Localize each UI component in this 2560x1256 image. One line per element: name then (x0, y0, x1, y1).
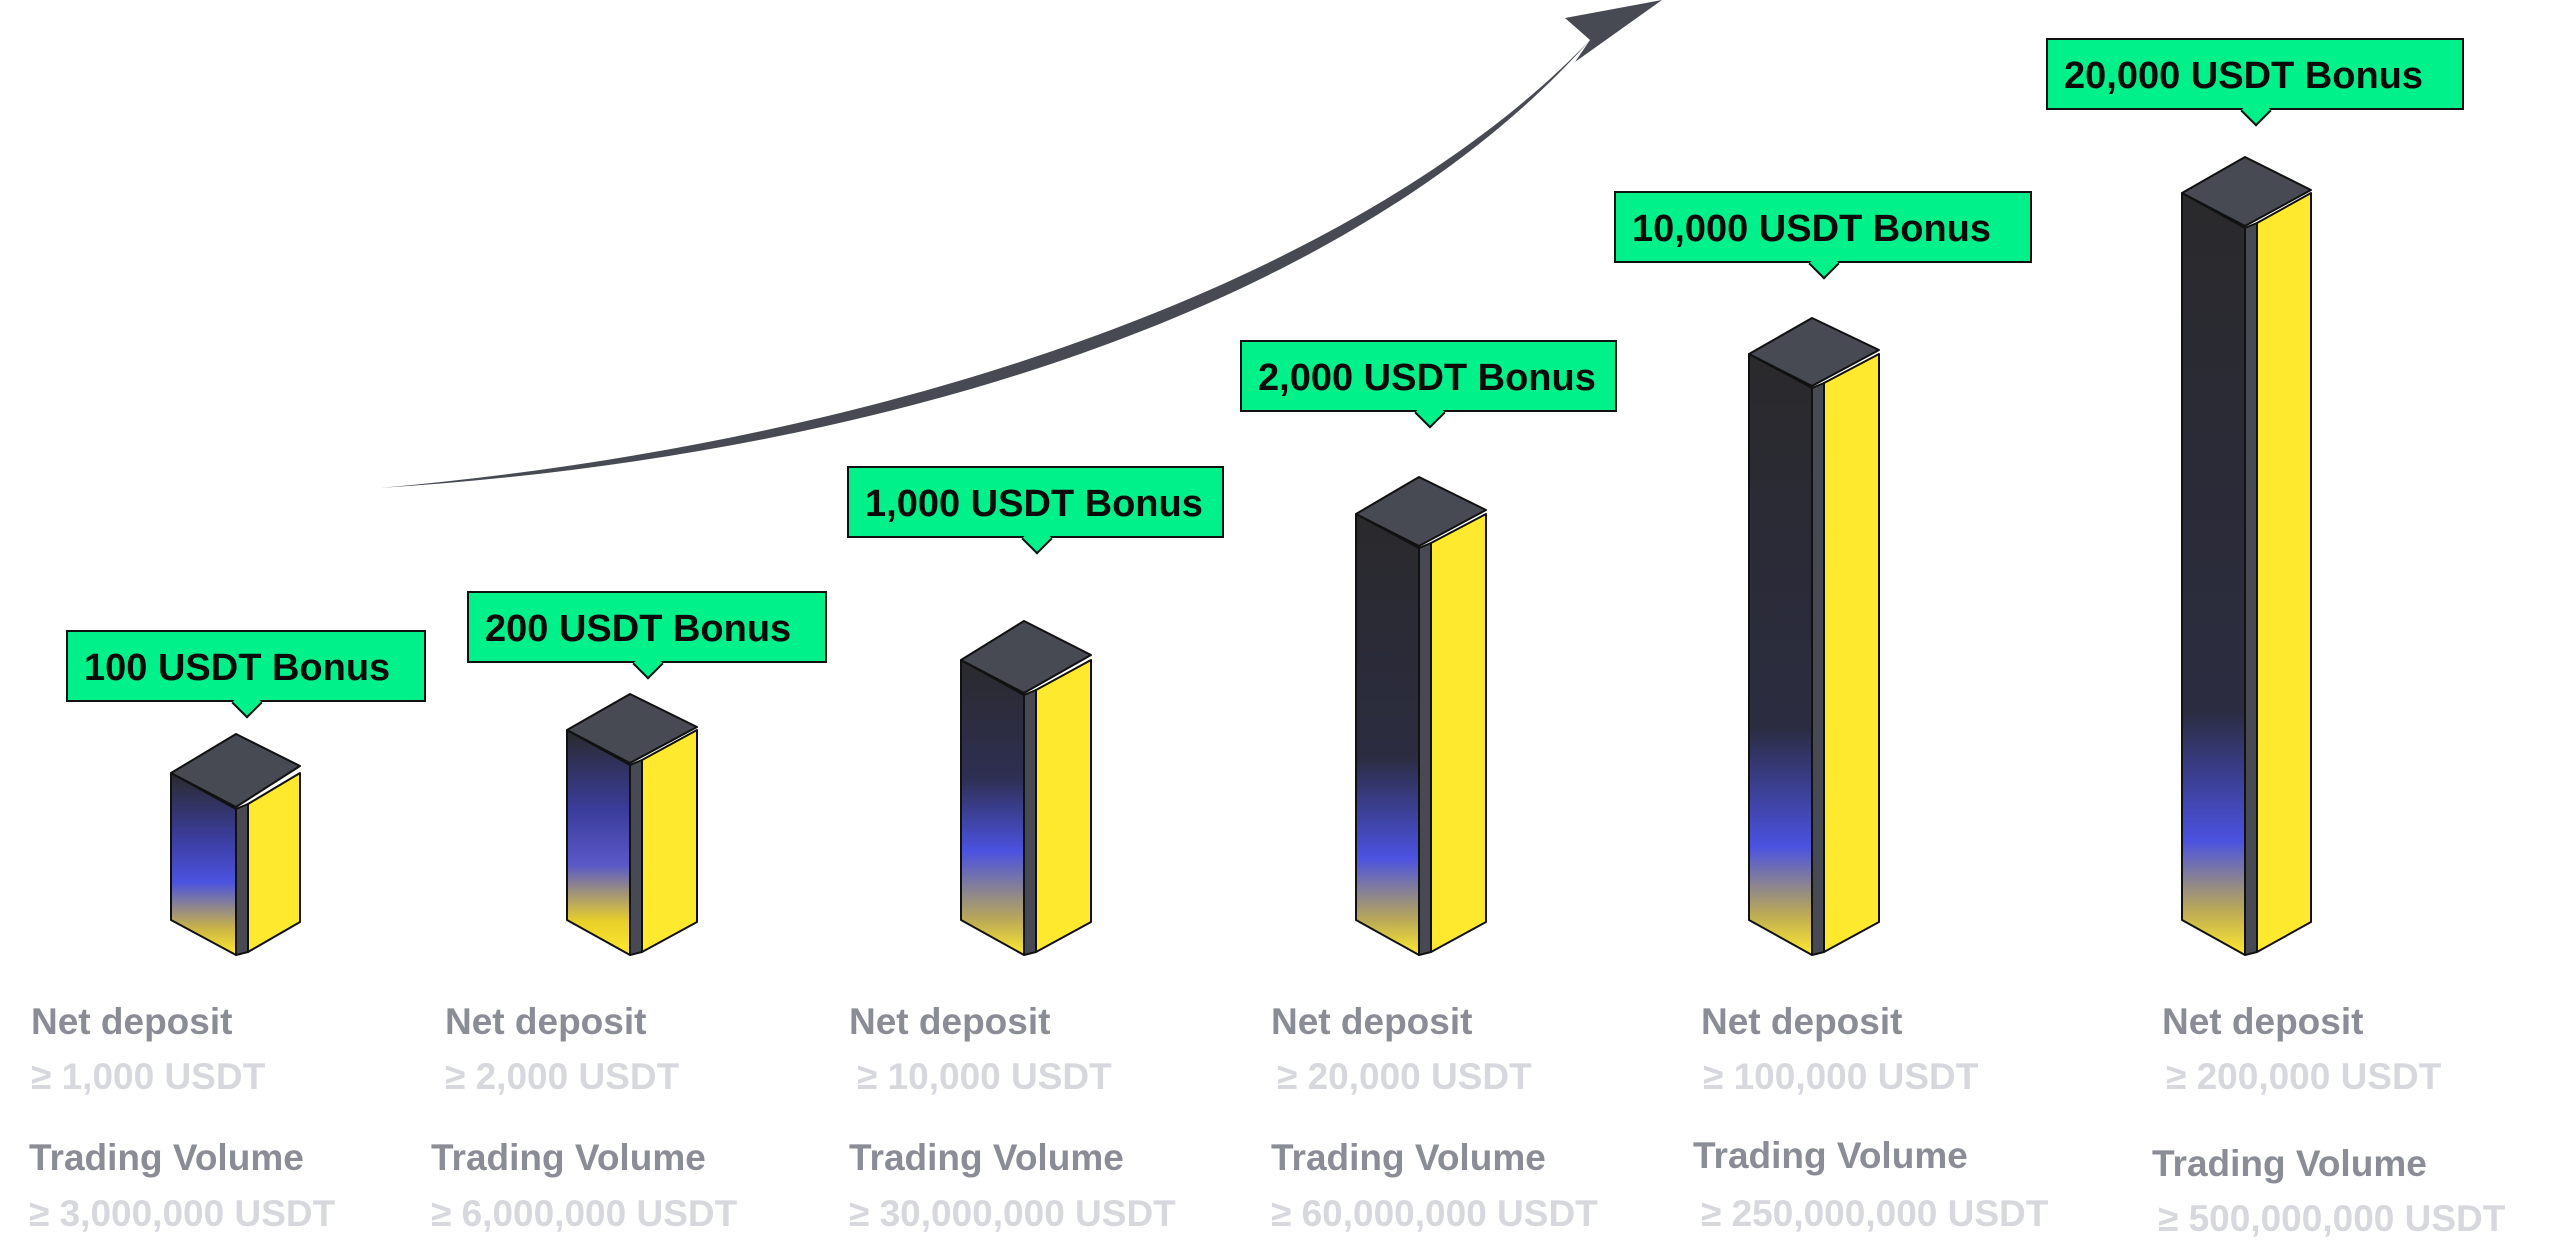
net-deposit-value: ≥ 200,000 USDT (2166, 1056, 2442, 1097)
tier-bar-6 (2181, 156, 2312, 956)
bonus-tag: 200 USDT Bonus (467, 591, 827, 663)
trading-volume-label: Trading Volume (431, 1137, 706, 1178)
tier-bar-2 (566, 693, 698, 956)
net-deposit-label: Net deposit (31, 1001, 233, 1042)
trading-volume-value: ≥ 60,000,000 USDT (1271, 1193, 1598, 1234)
net-deposit-value: ≥ 1,000 USDT (31, 1056, 266, 1097)
net-deposit-label: Net deposit (849, 1001, 1051, 1042)
trading-volume-label: Trading Volume (29, 1137, 304, 1178)
tier-bar-4 (1355, 476, 1487, 956)
trading-volume-label: Trading Volume (849, 1137, 1124, 1178)
tier-bar-3 (960, 620, 1092, 956)
bonus-tag: 100 USDT Bonus (66, 630, 426, 702)
trading-volume-value: ≥ 500,000,000 USDT (2158, 1198, 2506, 1239)
trading-volume-value: ≥ 30,000,000 USDT (849, 1193, 1176, 1234)
bonus-tag: 2,000 USDT Bonus (1240, 340, 1617, 412)
net-deposit-label: Net deposit (445, 1001, 647, 1042)
trading-volume-label: Trading Volume (1271, 1137, 1546, 1178)
net-deposit-label: Net deposit (2162, 1001, 2364, 1042)
net-deposit-value: ≥ 10,000 USDT (857, 1056, 1112, 1097)
net-deposit-value: ≥ 100,000 USDT (1703, 1056, 1979, 1097)
bonus-tag: 20,000 USDT Bonus (2046, 38, 2464, 110)
tier-bar-5 (1748, 317, 1880, 956)
trading-volume-label: Trading Volume (1693, 1135, 1968, 1176)
net-deposit-label: Net deposit (1271, 1001, 1473, 1042)
trading-volume-value: ≥ 3,000,000 USDT (29, 1193, 336, 1234)
trading-volume-value: ≥ 6,000,000 USDT (431, 1193, 738, 1234)
net-deposit-value: ≥ 20,000 USDT (1277, 1056, 1532, 1097)
tier-bar-1 (170, 733, 301, 956)
trading-volume-value: ≥ 250,000,000 USDT (1701, 1193, 2049, 1234)
net-deposit-label: Net deposit (1701, 1001, 1903, 1042)
bonus-tag: 1,000 USDT Bonus (847, 466, 1224, 538)
net-deposit-value: ≥ 2,000 USDT (445, 1056, 680, 1097)
bonus-tag: 10,000 USDT Bonus (1614, 191, 2032, 263)
up-right-arrow-icon (380, 0, 1662, 488)
trading-volume-label: Trading Volume (2152, 1143, 2427, 1184)
